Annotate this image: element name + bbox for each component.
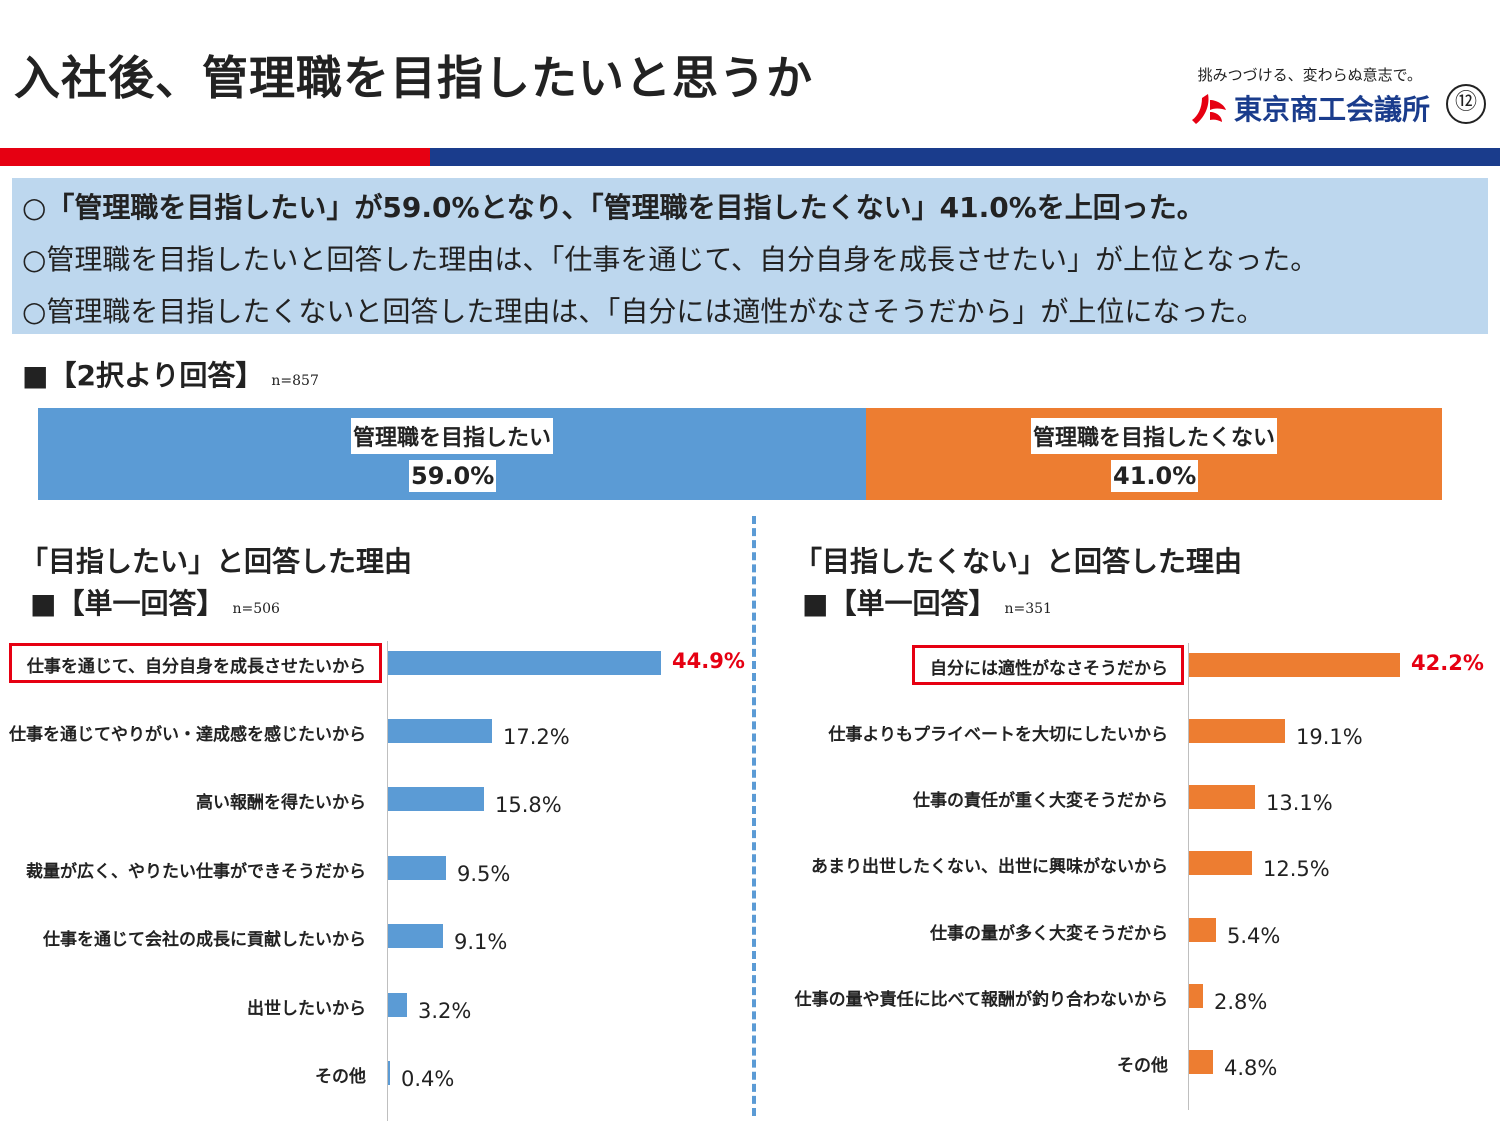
header-accent-red xyxy=(0,148,430,166)
section-divider xyxy=(752,516,756,1116)
data-label: 2.8% xyxy=(1214,990,1268,1014)
data-label: 19.1% xyxy=(1296,725,1363,749)
data-label: 9.1% xyxy=(454,930,508,954)
category-label: 自分には適性がなさそうだから xyxy=(930,659,1168,679)
left-n: n=506 xyxy=(232,601,280,617)
right-heading-text: ■【単一回答】 xyxy=(802,587,997,620)
header-accent-blue xyxy=(430,148,1500,166)
overall-n: n=857 xyxy=(271,373,319,389)
summary-box: ○「管理職を目指したい」が59.0%となり、「管理職を目指したくない」41.0%… xyxy=(12,178,1488,334)
summary-line-2: ○管理職を目指したいと回答した理由は、「仕事を通じて、自分自身を成長させたい」が… xyxy=(22,243,1319,276)
stack-segment-want: 管理職を目指したい 59.0% xyxy=(38,408,866,500)
data-label: 3.2% xyxy=(418,999,472,1023)
category-label: 仕事よりもプライベートを大切にしたいから xyxy=(828,725,1168,745)
bar xyxy=(388,787,484,811)
stack-label-not-want: 管理職を目指したくない xyxy=(1031,418,1278,454)
overall-heading-text: ■【2択より回答】 xyxy=(22,359,264,392)
right-n: n=351 xyxy=(1004,601,1052,617)
highlight-box xyxy=(8,643,382,683)
overall-stacked-bar: 管理職を目指したい 59.0% 管理職を目指したくない 41.0% xyxy=(38,408,1442,500)
page-title: 入社後、管理職を目指したいと思うか xyxy=(14,51,813,105)
chart-axis xyxy=(1188,643,1189,1110)
data-label: 9.5% xyxy=(457,862,511,886)
data-label: 5.4% xyxy=(1227,924,1281,948)
bar xyxy=(388,1061,390,1085)
bar xyxy=(1189,984,1203,1008)
left-section-heading: ■【単一回答】 n=506 xyxy=(30,582,280,622)
data-label: 0.4% xyxy=(401,1067,455,1091)
category-label: その他 xyxy=(315,1067,366,1087)
org-logo: 東京商工会議所 xyxy=(1188,88,1430,128)
bar xyxy=(388,924,443,948)
summary-line-1: ○「管理職を目指したい」が59.0%となり、「管理職を目指したくない」41.0%… xyxy=(22,191,1205,224)
category-label: 仕事を通じて会社の成長に貢献したいから xyxy=(43,930,366,950)
category-label: あまり出世したくない、出世に興味がないから xyxy=(811,857,1168,877)
right-section-title: 「目指したくない」と回答した理由 xyxy=(794,545,1243,578)
stack-segment-not-want: 管理職を目指したくない 41.0% xyxy=(866,408,1442,500)
data-label: 15.8% xyxy=(495,793,562,817)
category-label: 仕事の量が多く大変そうだから xyxy=(930,924,1168,944)
left-heading-text: ■【単一回答】 xyxy=(30,587,225,620)
bar xyxy=(1189,785,1255,809)
data-label: 12.5% xyxy=(1263,857,1330,881)
bar xyxy=(1189,918,1216,942)
data-label: 42.2% xyxy=(1411,651,1484,675)
category-label: 仕事の責任が重く大変そうだから xyxy=(913,791,1168,811)
org-tagline: 挑みつづける、変わらぬ意志で。 xyxy=(1197,66,1422,84)
category-label: 裁量が広く、やりたい仕事ができそうだから xyxy=(26,862,366,882)
category-label: 仕事を通じて、自分自身を成長させたいから xyxy=(26,657,366,677)
org-mark-icon xyxy=(1191,94,1226,124)
org-name: 東京商工会議所 xyxy=(1233,93,1430,126)
chart-axis xyxy=(387,641,388,1121)
data-label: 4.8% xyxy=(1224,1056,1278,1080)
bar xyxy=(388,651,661,675)
left-section-title: 「目指したい」と回答した理由 xyxy=(20,545,413,578)
stack-value-want: 59.0% xyxy=(409,460,497,492)
bar xyxy=(1189,653,1400,677)
stack-label-want: 管理職を目指したい xyxy=(351,418,554,454)
category-label: 出世したいから xyxy=(247,999,366,1019)
data-label: 44.9% xyxy=(672,649,745,673)
bar xyxy=(388,993,407,1017)
bar xyxy=(388,856,446,880)
highlight-box xyxy=(912,645,1184,685)
bar xyxy=(1189,851,1252,875)
data-label: 13.1% xyxy=(1266,791,1333,815)
page-number: ⑫ xyxy=(1446,84,1486,124)
category-label: 高い報酬を得たいから xyxy=(196,793,366,813)
category-label: その他 xyxy=(1117,1056,1168,1076)
overall-heading: ■【2択より回答】 n=857 xyxy=(22,354,319,394)
bar xyxy=(1189,1050,1213,1074)
right-section-heading: ■【単一回答】 n=351 xyxy=(802,582,1052,622)
data-label: 17.2% xyxy=(503,725,570,749)
bar xyxy=(388,719,492,743)
bar xyxy=(1189,719,1285,743)
summary-line-3: ○管理職を目指したくないと回答した理由は、「自分には適性がなさそうだから」が上位… xyxy=(22,295,1265,328)
stack-value-not-want: 41.0% xyxy=(1111,460,1199,492)
category-label: 仕事の量や責任に比べて報酬が釣り合わないから xyxy=(794,990,1168,1010)
category-label: 仕事を通じてやりがい・達成感を感じたいから xyxy=(9,725,366,745)
